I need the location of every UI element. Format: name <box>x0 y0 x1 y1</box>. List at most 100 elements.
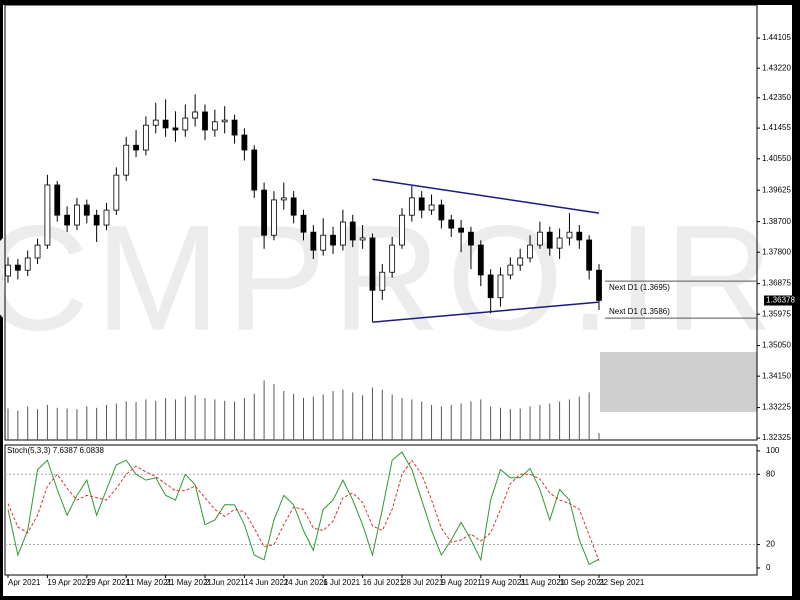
candle-body <box>596 269 602 301</box>
level-label: Next D1 (1.3586) <box>609 307 670 316</box>
level-label: Next D1 (1.3695) <box>609 283 670 292</box>
y-tick-label: 1.32325 <box>762 433 791 442</box>
y-tick-label: 1.37800 <box>762 247 791 256</box>
stoch-tick-label: 0 <box>766 563 771 572</box>
candle-body <box>497 274 504 299</box>
background <box>3 5 792 596</box>
x-tick-label: 14 Jun 2021 <box>244 578 289 587</box>
candle-body <box>438 204 445 221</box>
candle-body <box>103 209 110 226</box>
stoch-title: Stoch(5,3,3) 7.6387 6.0838 <box>7 446 105 455</box>
candle-body <box>261 189 268 236</box>
candle-body <box>330 234 336 246</box>
candle-body <box>458 227 465 233</box>
candle-body <box>408 197 415 216</box>
x-tick-label: 31 Aug 2021 <box>520 578 565 587</box>
candle-body <box>221 119 228 123</box>
candle-body <box>527 244 533 259</box>
candle-body <box>418 197 425 211</box>
candle-body <box>54 184 61 216</box>
y-tick-label: 1.44105 <box>762 33 791 42</box>
candle-body <box>339 221 346 246</box>
candle-body <box>586 239 593 271</box>
candle-body <box>349 221 356 241</box>
candle-body <box>389 244 396 273</box>
candle-body <box>142 124 149 151</box>
candle-body <box>468 231 474 246</box>
watermark: CMPRO.IR <box>0 194 779 362</box>
candle-body <box>507 264 514 276</box>
candle-body <box>241 134 248 151</box>
candle-body <box>566 231 573 239</box>
stoch-line <box>7 451 600 566</box>
candle-body <box>192 111 199 119</box>
candle-body <box>359 237 366 241</box>
y-tick-label: 1.40550 <box>762 154 791 163</box>
candle-body <box>576 231 583 241</box>
candle-body <box>369 237 376 291</box>
x-tick-label: 2 Jun 2021 <box>205 578 245 587</box>
candle-body <box>64 214 70 226</box>
candle-body <box>152 119 159 126</box>
y-tick-label: 1.42350 <box>762 93 791 102</box>
candle-body <box>172 127 179 131</box>
candle-body <box>477 244 484 276</box>
candle-body <box>271 199 277 236</box>
candle-body <box>448 219 455 229</box>
candle-body <box>83 204 90 216</box>
candle-body <box>300 214 307 233</box>
candle-body <box>5 264 11 277</box>
candle-body <box>202 111 208 131</box>
x-tick-label: 28 Jul 2021 <box>402 578 444 587</box>
x-tick-label: 6 Jul 2021 <box>323 578 360 587</box>
candle-body <box>162 119 169 129</box>
current-price-box <box>764 295 798 306</box>
y-tick-label: 1.34150 <box>762 371 791 380</box>
y-tick-label: 1.39625 <box>762 185 791 194</box>
x-tick-label: 19 Apr 2021 <box>47 578 91 587</box>
price-frame <box>4 4 758 441</box>
candle-body <box>123 144 130 176</box>
candle-body <box>251 149 258 191</box>
candle-body <box>487 274 494 299</box>
candle-body <box>428 204 435 211</box>
stoch-tick-label: 100 <box>766 446 780 455</box>
x-tick-label: 9 Aug 2021 <box>441 578 482 587</box>
candle-body <box>34 244 41 259</box>
y-tick-label: 1.43220 <box>762 63 791 72</box>
x-tick-label: 29 Apr 2021 <box>87 578 131 587</box>
candle-body <box>537 231 543 246</box>
candle-body <box>44 184 51 246</box>
current-price-label: 1.36378 <box>766 296 795 305</box>
candle-body <box>517 257 524 266</box>
candle-body <box>14 264 21 271</box>
stoch-tick-label: 20 <box>766 540 775 549</box>
y-tick-label: 1.41455 <box>762 123 791 132</box>
y-tick-label: 1.38700 <box>762 217 791 226</box>
candle-body <box>290 197 297 216</box>
candle-body <box>113 174 120 211</box>
candle-body <box>399 214 405 246</box>
range-box <box>600 352 757 412</box>
candle-body <box>556 237 563 249</box>
y-tick-label: 1.36875 <box>762 279 791 288</box>
x-tick-label: Apr 2021 <box>8 578 41 587</box>
candle-body <box>182 117 189 131</box>
candle-body <box>546 231 553 249</box>
stoch-line <box>7 459 600 562</box>
candle-body <box>24 257 31 271</box>
x-tick-label: 16 Jul 2021 <box>363 578 405 587</box>
trendline <box>372 178 600 214</box>
candle-body <box>133 144 139 151</box>
candle-body <box>93 214 100 226</box>
stoch-frame <box>4 444 758 576</box>
x-tick-label: 22 Sep 2021 <box>599 578 645 587</box>
x-tick-label: 19 Aug 2021 <box>481 578 526 587</box>
x-tick-label: 10 Sep 2021 <box>560 578 606 587</box>
x-tick-label: 24 Jun 2021 <box>284 578 329 587</box>
candle-body <box>310 231 317 251</box>
trendline <box>372 301 600 323</box>
candle-body <box>211 121 218 131</box>
